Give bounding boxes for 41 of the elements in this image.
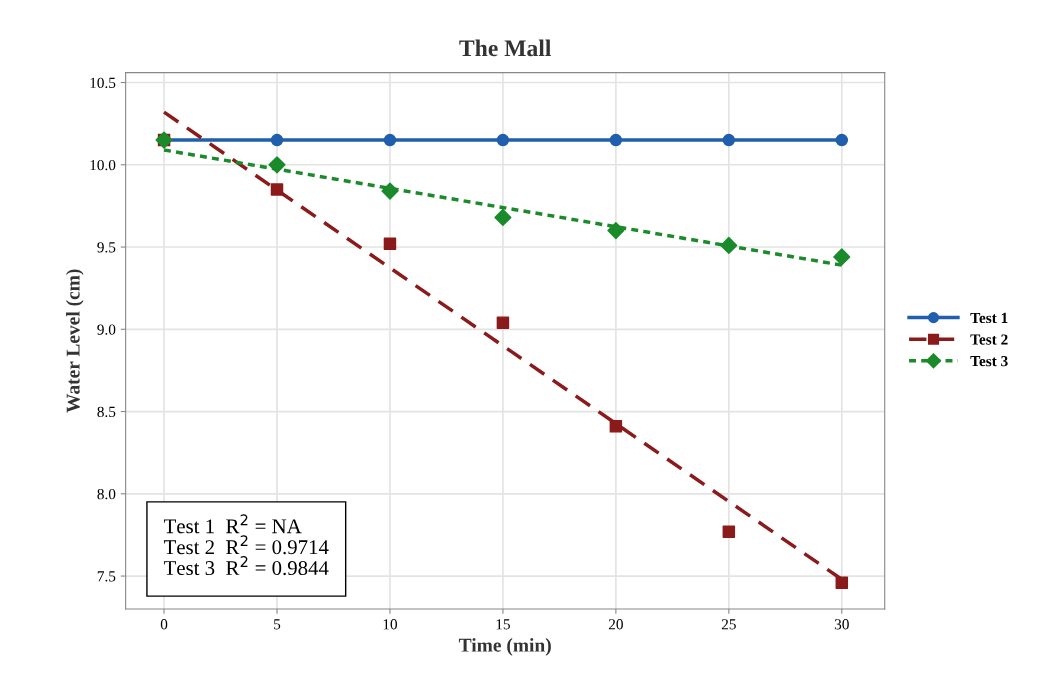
point xyxy=(722,133,736,147)
legend-label: Test 3 xyxy=(970,356,1008,367)
point xyxy=(494,208,512,226)
point xyxy=(268,156,286,174)
y-tick-label: 10.5 xyxy=(90,77,116,89)
point xyxy=(835,133,849,147)
y-tick-label: 8.5 xyxy=(97,406,116,418)
point xyxy=(607,222,625,240)
point xyxy=(833,248,851,266)
point xyxy=(383,133,397,147)
x-tick-label: 0 xyxy=(160,619,168,630)
annotation: Test 1 R$^{2}$ = NA xyxy=(163,514,302,534)
x-axis-title: Time (min) xyxy=(458,638,551,656)
point xyxy=(270,183,284,196)
x-tick-label: 25 xyxy=(721,619,736,630)
x-tick-label: 20 xyxy=(608,619,623,630)
y-tick-label: 9.5 xyxy=(97,242,116,253)
point xyxy=(270,133,284,147)
legend-label: Test 2 xyxy=(970,334,1008,345)
y-axis-title: Water Level (cm) xyxy=(65,269,84,413)
point xyxy=(381,182,399,200)
point xyxy=(722,525,736,538)
x-tick-label: 5 xyxy=(274,619,281,630)
point xyxy=(835,576,849,589)
point xyxy=(496,316,510,329)
point xyxy=(720,236,738,254)
annotation: Test 3 R$^{2}$ = 0.9844 xyxy=(163,556,329,576)
y-tick-label: 7.5 xyxy=(97,571,116,582)
x-tick-label: 30 xyxy=(834,619,849,630)
y-tick-label: 10.0 xyxy=(90,159,116,171)
chart-title: The Mall xyxy=(459,39,552,57)
y-tick-label: 9.0 xyxy=(97,324,116,335)
y-tick-label: 8.0 xyxy=(97,488,116,500)
point xyxy=(496,133,510,147)
annotation: Test 2 R$^{2}$ = 0.9714 xyxy=(163,535,329,555)
point xyxy=(609,133,623,147)
legend-label: Test 1 xyxy=(970,312,1008,324)
point xyxy=(609,420,623,433)
x-tick-label: 10 xyxy=(383,619,398,630)
point xyxy=(383,237,397,251)
x-tick-label: 15 xyxy=(496,619,510,630)
